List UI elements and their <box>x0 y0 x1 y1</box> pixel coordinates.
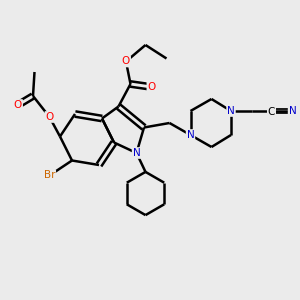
Text: O: O <box>45 112 54 122</box>
Text: C: C <box>268 106 275 117</box>
Text: O: O <box>122 56 130 67</box>
Text: Br: Br <box>44 170 55 181</box>
Text: N: N <box>187 130 194 140</box>
Text: O: O <box>14 100 22 110</box>
Text: N: N <box>133 148 140 158</box>
Text: N: N <box>227 106 235 116</box>
Text: N: N <box>289 106 296 116</box>
Text: O: O <box>147 82 156 92</box>
